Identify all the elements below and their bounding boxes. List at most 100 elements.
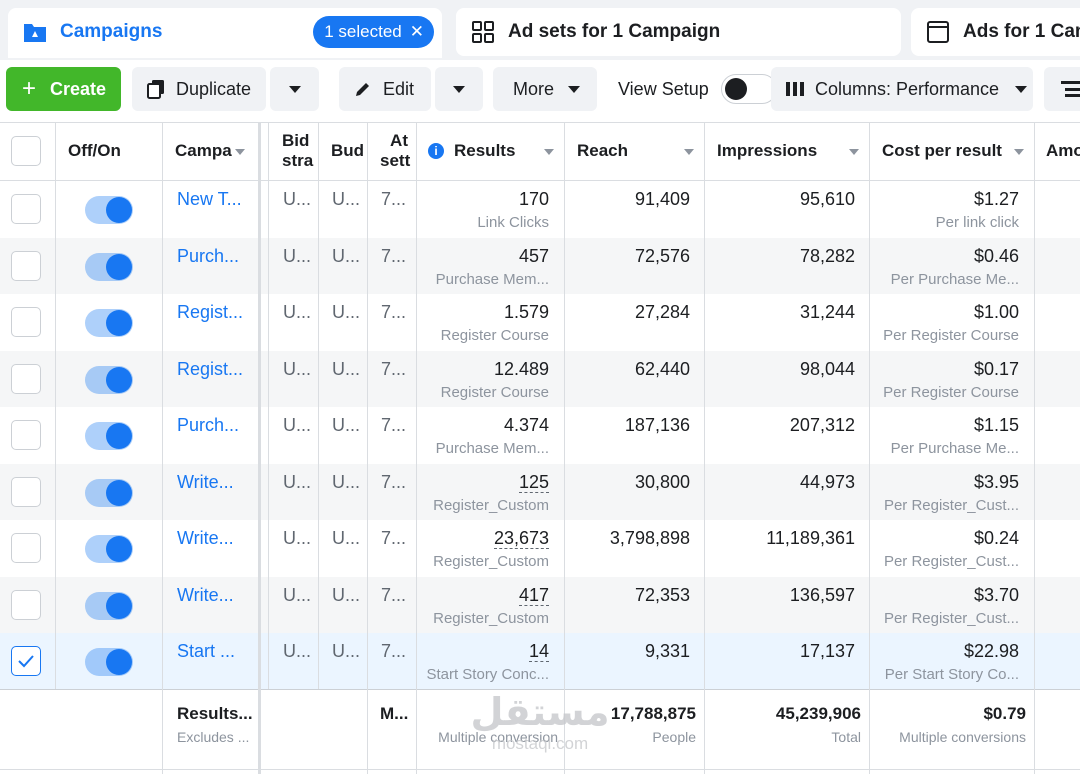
sort-icon — [235, 149, 245, 155]
row-checkbox[interactable] — [11, 533, 41, 563]
bid-strategy-cell: U... — [283, 245, 312, 266]
impressions-value: 98,044 — [799, 358, 855, 379]
campaign-name-link[interactable]: New T... — [177, 189, 242, 209]
cost-per-result-type: Per Register Course — [883, 327, 1019, 344]
clear-selection-close-icon[interactable]: ✕ — [409, 22, 424, 41]
header-budget[interactable]: Bud — [331, 141, 365, 160]
breakdown-button[interactable] — [1044, 67, 1080, 111]
sort-icon — [849, 149, 859, 155]
row-checkbox[interactable] — [11, 420, 41, 450]
edit-button[interactable]: Edit — [339, 67, 431, 111]
select-all-checkbox[interactable] — [11, 136, 41, 166]
tab-ad-sets[interactable]: Ad sets for 1 Campaign — [456, 8, 901, 56]
results-type: Start Story Conc... — [426, 666, 549, 683]
tab-ads-label: Ads for 1 Cam — [963, 21, 1080, 42]
cost-per-result-type: Per Register_Cust... — [883, 553, 1019, 570]
header-results[interactable]: i Results — [428, 122, 564, 180]
row-checkbox[interactable] — [11, 589, 41, 620]
toggle-knob — [106, 423, 132, 449]
duplicate-dropdown-button[interactable] — [270, 67, 319, 111]
reach-value: 72,353 — [634, 584, 690, 605]
totals-impressions: 45,239,906 — [775, 704, 861, 723]
edit-dropdown-button[interactable] — [435, 67, 483, 111]
header-attribution[interactable]: At sett — [380, 122, 414, 180]
table-row[interactable]: Write... U... U... 7... 125 Register_Custom 30… — [0, 464, 1080, 521]
campaign-name-link[interactable]: Write... — [177, 584, 234, 605]
create-button[interactable]: + Create — [6, 67, 121, 111]
table-row-background — [0, 181, 1080, 238]
attribution-cell: 7... — [381, 471, 407, 492]
tab-campaigns[interactable]: Campaigns 1 selected ✕ — [8, 8, 442, 58]
attribution-cell: 7... — [381, 415, 407, 435]
header-bid-line2: stra — [282, 151, 314, 170]
table-row[interactable]: New T... U... U... 7... 170 Link Clicks 91,409… — [0, 181, 1080, 238]
reach-value: 3,798,898 — [609, 528, 690, 548]
table-row[interactable]: Purch... U... U... 7... 457 Purchase Mem... 72… — [0, 238, 1080, 295]
totals-label: Results... — [177, 704, 253, 723]
results-value-text: 125 — [518, 471, 549, 493]
results-value-text: 12.489 — [493, 358, 549, 379]
header-cost-per-result[interactable]: Cost per result — [882, 122, 1034, 180]
header-attr-line2: sett — [380, 151, 411, 170]
header-bid-line1: Bid — [282, 131, 310, 150]
reach-value: 72,576 — [634, 245, 690, 266]
toggle-knob — [106, 310, 132, 336]
impressions-value: 44,973 — [799, 471, 855, 492]
columns-label: Columns: Performance — [815, 78, 1000, 99]
table-row-background — [0, 520, 1080, 577]
selected-count-badge[interactable]: 1 selected ✕ — [313, 16, 434, 48]
selected-count-label: 1 selected — [324, 22, 402, 41]
campaign-name-link[interactable]: Regist... — [177, 302, 244, 322]
more-button[interactable]: More — [493, 67, 597, 111]
table-row-background — [0, 294, 1080, 351]
table-row[interactable]: Start ... U... U... 7... 14 Start Story Conc.… — [0, 633, 1080, 690]
columns-button[interactable]: Columns: Performance — [771, 67, 1033, 111]
bid-strategy-cell: U... — [283, 584, 312, 605]
row-checkbox[interactable] — [11, 194, 41, 224]
view-setup-toggle[interactable] — [720, 74, 777, 104]
row-checkbox[interactable] — [11, 476, 41, 507]
table-row[interactable]: Write... U... U... 7... 417 Register_Custom 72… — [0, 577, 1080, 634]
results-type: Register_Custom — [433, 496, 549, 514]
attribution-cell: 7... — [381, 358, 407, 379]
duplicate-button[interactable]: Duplicate — [132, 67, 266, 111]
campaign-name-link[interactable]: Start ... — [177, 641, 236, 661]
row-checkbox[interactable] — [11, 307, 41, 337]
header-impressions-label: Impressions — [717, 141, 818, 160]
row-checkbox[interactable] — [11, 646, 41, 676]
tab-campaigns-label: Campaigns — [60, 21, 163, 42]
table-row[interactable]: Regist... U... U... 7... 12.489 Register Cour… — [0, 351, 1080, 408]
chevron-down-icon — [288, 85, 301, 93]
campaign-name-link[interactable]: Regist... — [177, 358, 244, 379]
header-impressions[interactable]: Impressions — [717, 122, 869, 180]
results-type: Register_Custom — [433, 553, 549, 570]
chevron-down-icon — [568, 85, 581, 93]
reach-value: 30,800 — [634, 471, 690, 492]
table-row[interactable]: Write... U... U... 7... 23,673 Register_Custo… — [0, 520, 1080, 577]
results-value: 4.374 — [418, 415, 549, 436]
cost-per-result-type: Per Purchase Me... — [890, 270, 1019, 288]
header-amount-spent[interactable]: Amo — [1046, 141, 1080, 160]
campaign-name-link[interactable]: Purch... — [177, 245, 240, 266]
cost-per-result-type: Per Purchase Me... — [890, 440, 1019, 457]
campaign-name-link[interactable]: Purch... — [177, 415, 240, 435]
results-type: Register_Custom — [433, 609, 549, 627]
row-checkbox[interactable] — [11, 363, 41, 394]
table-row[interactable]: Purch... U... U... 7... 4.374 Purchase Mem...… — [0, 407, 1080, 464]
toggle-knob — [106, 197, 132, 223]
campaign-name-link[interactable]: Write... — [177, 471, 234, 492]
attribution-cell: 7... — [381, 641, 407, 661]
row-checkbox[interactable] — [11, 250, 41, 281]
results-value-text: 457 — [518, 245, 549, 266]
header-campaign[interactable]: Campa — [175, 122, 255, 180]
tab-ads[interactable]: Ads for 1 Cam — [911, 8, 1080, 56]
results-value: 14 — [418, 641, 549, 662]
header-bid-strategy[interactable]: Bid stra — [282, 122, 316, 180]
table-row[interactable]: Regist... U... U... 7... 1.579 Register Cours… — [0, 294, 1080, 351]
cost-per-result-value: $1.27 — [973, 189, 1019, 209]
header-off-on[interactable]: Off/On — [68, 141, 121, 160]
header-reach[interactable]: Reach — [577, 122, 704, 180]
reach-value: 187,136 — [624, 415, 690, 435]
campaign-name-link[interactable]: Write... — [177, 528, 234, 548]
sort-icon — [684, 149, 694, 155]
